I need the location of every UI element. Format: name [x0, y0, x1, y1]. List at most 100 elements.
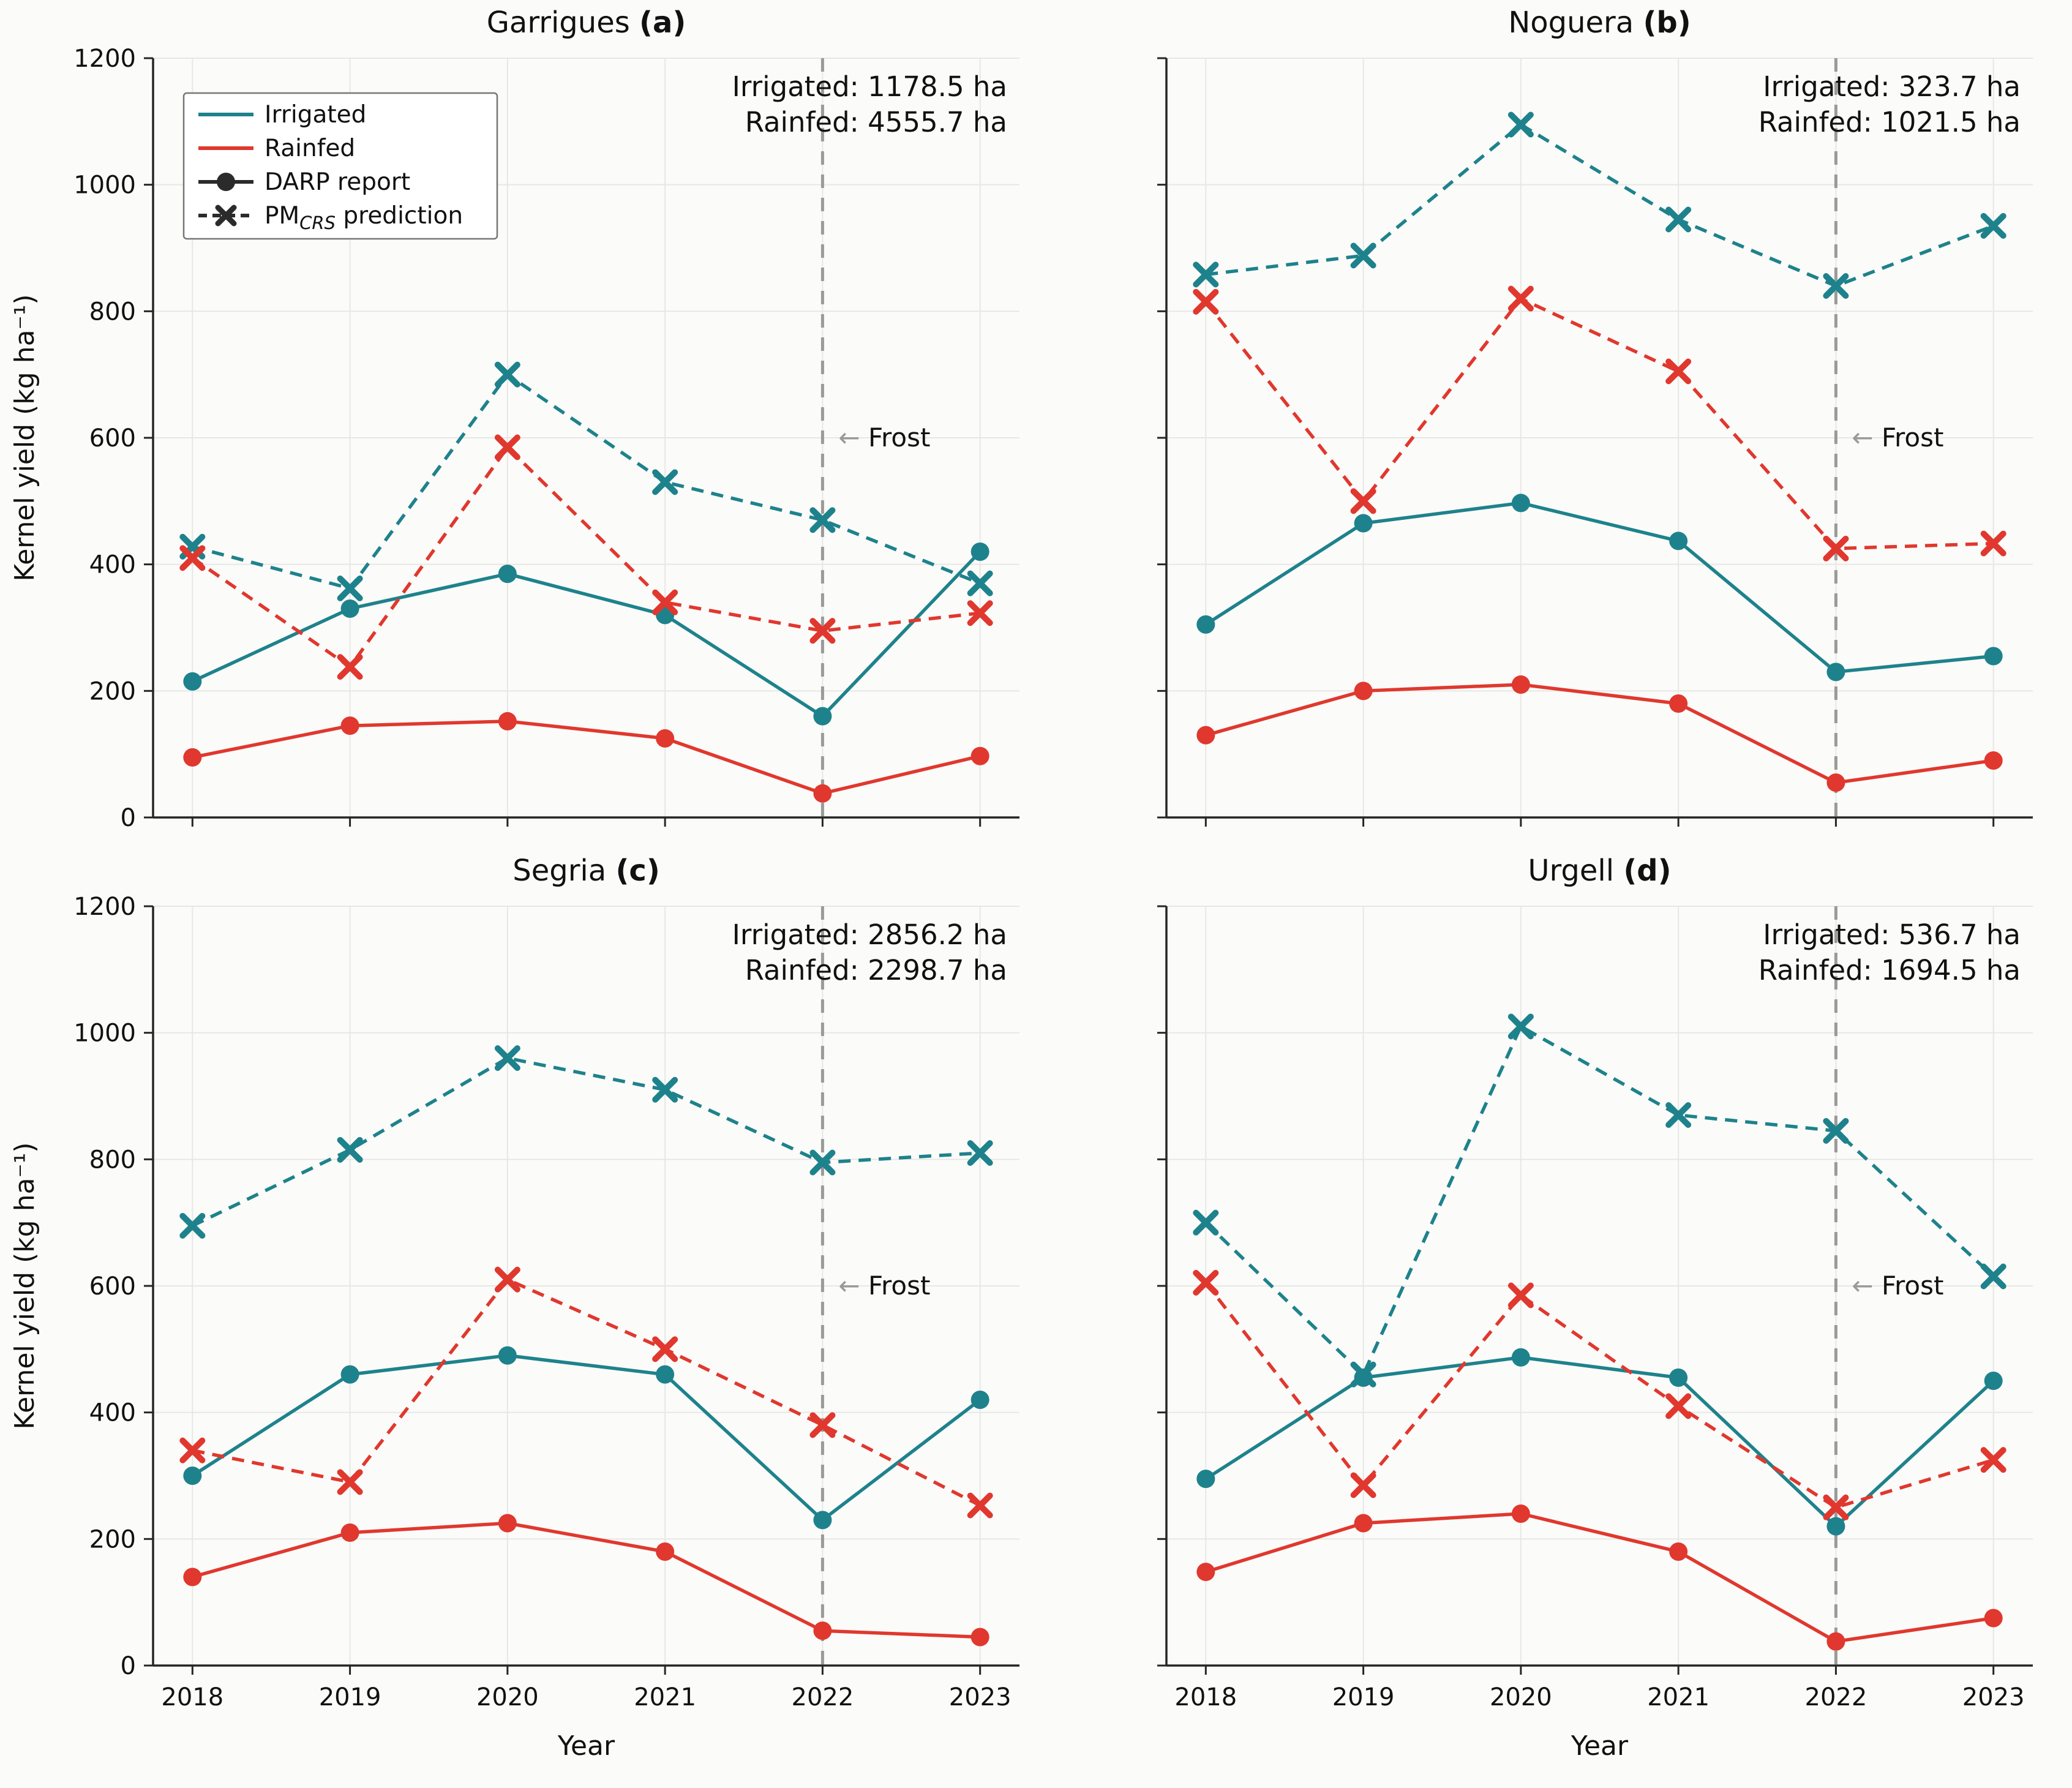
marker-circle-rainfed-darp [970, 746, 989, 765]
marker-circle-irrigated-darp [340, 599, 359, 618]
marker-x-rainfed-pmcrs [1665, 1393, 1692, 1419]
marker-x-irrigated-pmcrs [1507, 111, 1534, 138]
panel-title: Segria (c) [512, 854, 660, 888]
y-tick-label: 200 [89, 1525, 136, 1553]
annotation-irrigated-area: Irrigated: 1178.5 ha [732, 70, 1007, 103]
x-tick-label: 2019 [319, 1683, 381, 1711]
x-tick-label: 2018 [1174, 1683, 1237, 1711]
y-tick-label: 800 [89, 298, 136, 326]
series-line-rainfed-darp [192, 1521, 980, 1639]
marker-x-rainfed-pmcrs [1823, 535, 1849, 562]
marker-circle-rainfed-darp [1196, 1563, 1215, 1582]
legend-label: DARP report [265, 168, 410, 196]
x-tick-label: 2021 [634, 1683, 696, 1711]
x-tick-label: 2019 [1332, 1683, 1395, 1711]
x-tick-label: 2023 [1962, 1683, 2025, 1711]
y-tick-label: 1200 [73, 45, 136, 73]
marker-x-rainfed-pmcrs [1507, 285, 1534, 312]
panel-title: Garrigues (a) [487, 6, 686, 40]
marker-x-irrigated-pmcrs [809, 1149, 836, 1176]
panel-title: Urgell (d) [1528, 854, 1671, 888]
y-tick-label: 400 [89, 1399, 136, 1427]
marker-x-irrigated-pmcrs [1507, 1013, 1534, 1040]
marker-circle-irrigated-darp [183, 672, 202, 691]
marker-circle-irrigated-darp [1826, 663, 1845, 682]
marker-x-irrigated-pmcrs [337, 575, 363, 601]
marker-circle-rainfed-darp [1669, 694, 1688, 713]
marker-circle-rainfed-darp [340, 716, 359, 735]
marker-circle-rainfed-darp [1511, 1504, 1530, 1523]
annotation-rainfed-area: Rainfed: 1021.5 ha [1759, 106, 2021, 138]
series-line-rainfed-pmcrs [1204, 296, 1994, 550]
series-line-rainfed-darp [1205, 1512, 1994, 1643]
marker-circle-irrigated-darp [1826, 1517, 1845, 1536]
marker-x-irrigated-pmcrs [494, 1045, 520, 1071]
marker-x-rainfed-pmcrs [652, 1336, 678, 1362]
annotation-irrigated-area: Irrigated: 536.7 ha [1763, 918, 2021, 951]
marker-x-rainfed-pmcrs [337, 654, 363, 680]
legend-swatch-circle [217, 173, 235, 191]
marker-x-rainfed-pmcrs [179, 545, 206, 571]
annotation-rainfed-area: Rainfed: 4555.7 ha [745, 106, 1007, 138]
marker-circle-irrigated-darp [1196, 1470, 1215, 1489]
x-tick-label: 2023 [949, 1683, 1012, 1711]
annotation-irrigated-area: Irrigated: 323.7 ha [1763, 70, 2021, 103]
marker-x-rainfed-pmcrs [967, 1492, 993, 1519]
marker-circle-irrigated-darp [1984, 1372, 2003, 1390]
marker-circle-irrigated-darp [1669, 1368, 1688, 1387]
frost-annotation: ← Frost [1852, 1271, 1943, 1301]
y-axis-label: Kernel yield (kg ha⁻¹) [9, 294, 40, 581]
marker-x-irrigated-pmcrs [337, 1136, 363, 1163]
series-line-irrigated-darp [1204, 1356, 1995, 1529]
marker-circle-rainfed-darp [1826, 773, 1845, 792]
marker-circle-rainfed-darp [183, 1568, 202, 1587]
marker-x-irrigated-pmcrs [1193, 1209, 1219, 1236]
marker-x-rainfed-pmcrs [494, 1266, 520, 1293]
x-tick-label: 2022 [1805, 1683, 1867, 1711]
marker-circle-rainfed-darp [498, 1514, 517, 1533]
frost-annotation: ← Frost [1852, 423, 1943, 453]
marker-circle-rainfed-darp [813, 784, 832, 803]
legend-swatch-x [215, 205, 237, 227]
x-tick-label: 2020 [1490, 1683, 1552, 1711]
panel-urgell: ← Frost 2018 2019 2020 2021 2022 2023 Urgell (d… [1157, 854, 2033, 1711]
y-tick-label: 400 [89, 551, 136, 579]
series-line-rainfed-darp [192, 719, 981, 795]
marker-x-rainfed-pmcrs [809, 1412, 836, 1438]
marker-x-rainfed-pmcrs [1823, 1494, 1849, 1520]
x-tick-label: 2021 [1647, 1683, 1710, 1711]
marker-x-rainfed-pmcrs [967, 600, 993, 626]
marker-x-rainfed-pmcrs [652, 589, 678, 615]
x-tick-label: 2018 [161, 1683, 223, 1711]
marker-circle-rainfed-darp [498, 712, 517, 731]
legend-label: Rainfed [265, 135, 355, 162]
series-line-irrigated-pmcrs [1205, 122, 1994, 288]
marker-circle-irrigated-darp [656, 1365, 675, 1384]
marker-circle-irrigated-darp [1511, 494, 1530, 513]
marker-circle-rainfed-darp [656, 729, 675, 748]
marker-circle-irrigated-darp [813, 707, 832, 726]
annotation-rainfed-area: Rainfed: 2298.7 ha [745, 954, 1007, 986]
panel-segria: ← Frost 0 200 400 600 800 1000 1200 2018 2019 2020… [73, 854, 1019, 1711]
marker-x-rainfed-pmcrs [1980, 530, 2006, 557]
marker-x-irrigated-pmcrs [179, 1212, 206, 1239]
legend-label: PMCRS prediction [265, 202, 463, 233]
series-line-irrigated-darp [191, 1353, 982, 1522]
marker-circle-irrigated-darp [498, 1346, 517, 1365]
marker-x-rainfed-pmcrs [1350, 488, 1376, 514]
marker-x-rainfed-pmcrs [1507, 1282, 1534, 1309]
marker-circle-irrigated-darp [1354, 514, 1373, 533]
marker-circle-irrigated-darp [813, 1511, 832, 1530]
annotation-rainfed-area: Rainfed: 1694.5 ha [1759, 954, 2021, 986]
legend-box [182, 92, 498, 240]
marker-circle-rainfed-darp [1196, 726, 1215, 745]
y-tick-label: 1200 [73, 893, 136, 921]
marker-circle-rainfed-darp [1826, 1632, 1845, 1651]
marker-x-irrigated-pmcrs [652, 469, 678, 495]
marker-x-irrigated-pmcrs [967, 1140, 993, 1166]
marker-circle-rainfed-darp [1354, 1514, 1373, 1533]
marker-circle-rainfed-darp [970, 1628, 989, 1647]
marker-x-rainfed-pmcrs [337, 1469, 363, 1495]
